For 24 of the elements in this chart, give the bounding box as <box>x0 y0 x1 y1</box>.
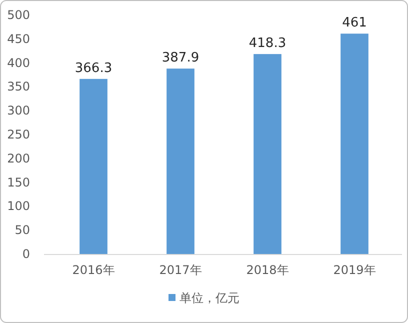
y-tick-label: 0 <box>22 247 30 261</box>
y-tick-label: 350 <box>7 80 30 94</box>
bar <box>166 68 194 254</box>
bar <box>80 78 108 254</box>
y-tick-label: 150 <box>7 175 30 190</box>
data-label: 387.9 <box>162 50 200 66</box>
y-tick-label: 200 <box>7 151 30 166</box>
data-label: 418.3 <box>248 36 286 52</box>
x-tick-label: 2019年 <box>333 263 376 277</box>
bar <box>340 34 368 254</box>
x-tick-label: 2017年 <box>159 263 202 277</box>
y-tick-label: 500 <box>7 8 30 22</box>
y-tick-label: 450 <box>7 32 30 46</box>
y-tick-label: 250 <box>7 128 30 142</box>
data-label: 461 <box>342 16 367 31</box>
x-tick-label: 2018年 <box>246 263 289 277</box>
bar <box>254 54 282 254</box>
x-tick-label: 2016年 <box>72 263 115 277</box>
y-tick-label: 300 <box>7 104 30 118</box>
y-tick-label: 400 <box>7 56 30 70</box>
data-label: 366.3 <box>74 60 112 76</box>
legend-label: 单位，亿元 <box>180 291 240 305</box>
y-tick-label: 50 <box>14 223 30 238</box>
y-tick-label: 100 <box>7 199 30 214</box>
